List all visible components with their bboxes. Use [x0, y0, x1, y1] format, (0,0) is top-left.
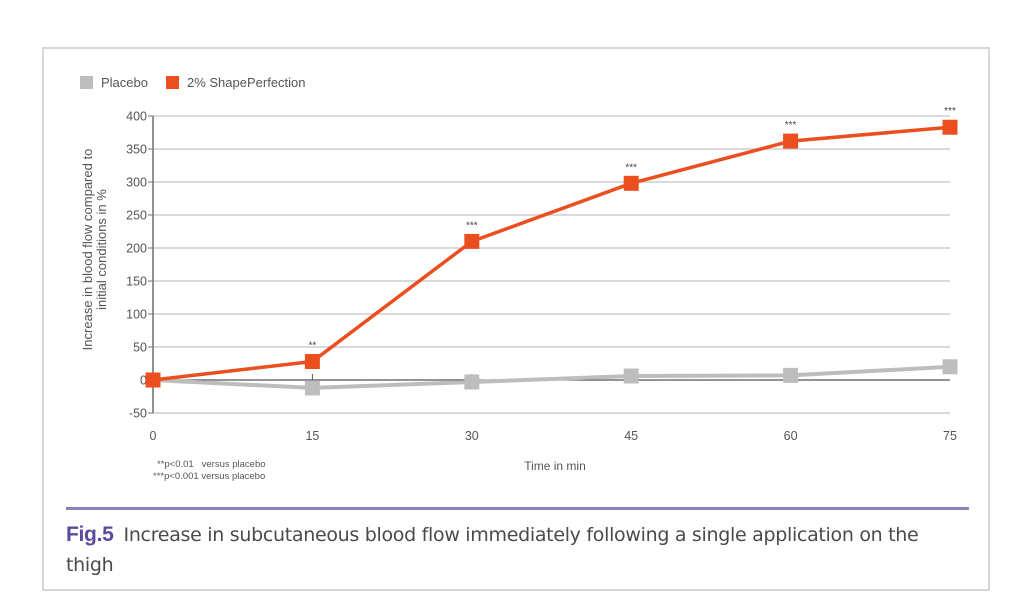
data-point-shapeperfection: [304, 354, 320, 370]
axes: [148, 115, 950, 414]
footnote-p001: **p<0.01 versus placebo: [157, 459, 266, 470]
data-point-shapeperfection: [783, 133, 799, 149]
data-point-shapeperfection: [942, 119, 958, 135]
significance-label: ***: [466, 220, 478, 231]
data-point-shapeperfection: [623, 175, 639, 191]
data-point-placebo: [623, 368, 639, 384]
data-point-placebo: [783, 367, 799, 383]
significance-label: **: [309, 341, 317, 352]
legend-item-shapeperfection: 2% ShapePerfection: [165, 75, 306, 90]
legend-swatch-placebo: [80, 76, 93, 89]
legend-swatch-shapeperfection: [165, 76, 179, 89]
y-tick-label: 150: [126, 275, 147, 289]
x-tick-label: 0: [150, 429, 157, 443]
y-tick-label: 200: [126, 242, 147, 256]
y-tick-label: 50: [133, 341, 147, 355]
chart-legend: Placebo 2% ShapePerfection: [80, 75, 324, 90]
y-tick-label: 250: [126, 209, 147, 223]
y-tick-label: 300: [126, 176, 147, 190]
y-tick-labels: 400 350 300 250 200 150 100 50 0 -50: [126, 110, 147, 421]
data-point-placebo: [942, 359, 958, 375]
figure-number: Fig.5: [66, 523, 114, 546]
y-tick-label: 0: [140, 374, 147, 388]
legend-label-placebo: Placebo: [101, 75, 148, 90]
y-tick-label: 100: [126, 308, 147, 322]
data-point-placebo: [304, 380, 320, 396]
x-axis-label: Time in min: [524, 459, 586, 473]
data-point-placebo: [464, 374, 480, 390]
caption-text: Increase in subcutaneous blood flow imme…: [66, 524, 919, 576]
significance-label: ***: [944, 106, 956, 117]
series-line-shapeperfection: [152, 125, 951, 382]
legend-label-shapeperfection: 2% ShapePerfection: [186, 75, 306, 90]
x-tick-label: 60: [784, 429, 798, 443]
y-tick-label: -50: [129, 407, 147, 421]
x-tick-label: 75: [943, 429, 957, 443]
footnotes: **p<0.01 versus placebo ***p<0.001 versu…: [153, 459, 266, 483]
x-tick-labels: 0 15 30 45 60 75: [150, 429, 957, 443]
series-line-placebo: [152, 364, 951, 390]
gridlines: [153, 115, 950, 414]
series-group: **************: [145, 106, 958, 396]
y-tick-label: 400: [126, 110, 147, 124]
x-tick-label: 30: [465, 429, 479, 443]
data-point-shapeperfection: [464, 233, 480, 249]
y-axis-label-line2: initial conditions in %: [94, 189, 109, 310]
significance-label: ***: [625, 162, 637, 173]
significance-label: ***: [785, 120, 797, 131]
caption-divider: [66, 507, 969, 510]
x-tick-label: 15: [305, 429, 319, 443]
figure-caption: Fig.5 Increase in subcutaneous blood flow…: [66, 520, 966, 580]
footnote-p0001: ***p<0.001 versus placebo: [153, 471, 266, 482]
x-tick-label: 45: [624, 429, 638, 443]
y-tick-label: 350: [126, 143, 147, 157]
legend-item-placebo: Placebo: [80, 75, 148, 90]
data-point-shapeperfection: [145, 372, 161, 388]
y-axis-label-line1: Increase in blood flow compared to: [80, 149, 95, 351]
